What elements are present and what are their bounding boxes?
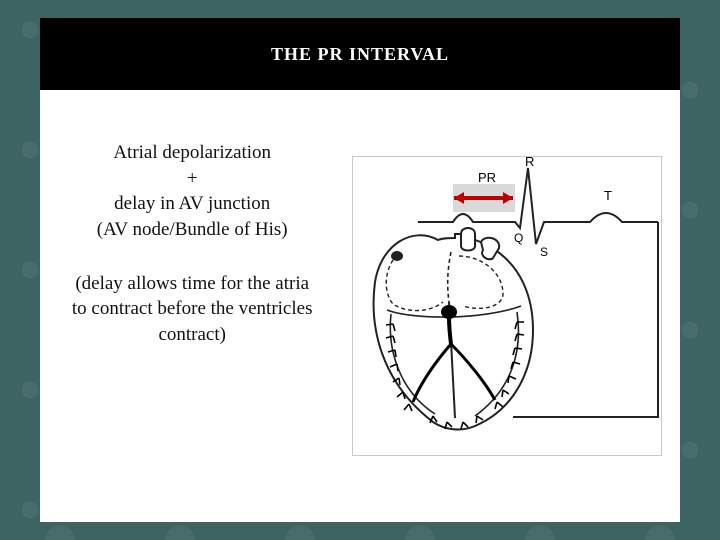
text-paragraph: (delay allows time for the atria to cont… [68, 271, 316, 348]
pr-label: PR [478, 170, 496, 185]
slide-header: THE PR INTERVAL [40, 18, 680, 90]
heart-ecg-diagram: PR R P Q S T [353, 157, 663, 457]
figure-column: PR R P Q S T [334, 90, 680, 522]
text-line-2: delay in AV junction [68, 191, 316, 217]
heart-diagram [374, 228, 533, 429]
q-label: Q [514, 231, 523, 245]
slide-title: THE PR INTERVAL [271, 44, 449, 65]
av-node-icon [441, 305, 457, 319]
r-label: R [525, 157, 534, 169]
ecg-lead-line [513, 222, 658, 417]
s-label: S [540, 245, 548, 259]
slide-content: Atrial depolarization + delay in AV junc… [40, 90, 680, 522]
text-plus: + [68, 166, 316, 192]
sa-node-icon [391, 251, 403, 261]
t-label: T [604, 188, 612, 203]
vessel-stub-1 [461, 228, 475, 251]
bundle-of-his [449, 318, 451, 344]
text-line-3: (AV node/Bundle of His) [68, 217, 316, 243]
text-line-1: Atrial depolarization [68, 140, 316, 166]
text-column: Atrial depolarization + delay in AV junc… [40, 90, 334, 522]
figure-box: PR R P Q S T [352, 156, 662, 456]
